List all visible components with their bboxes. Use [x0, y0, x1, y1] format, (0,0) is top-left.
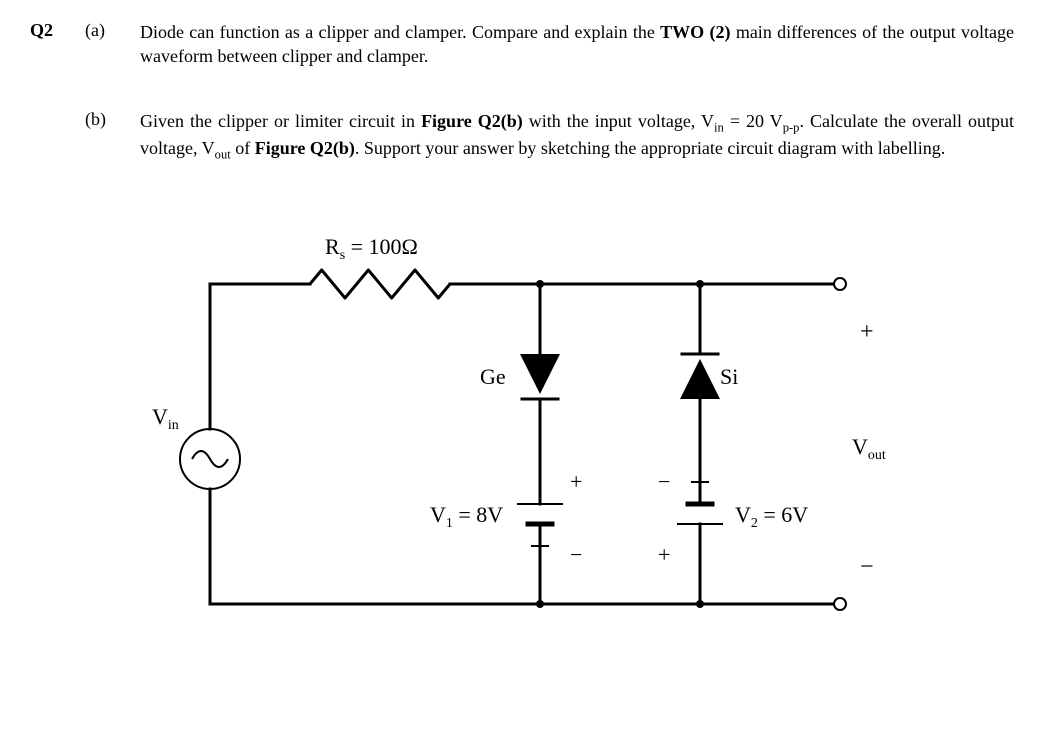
b-sub2: p-p: [783, 120, 800, 134]
svg-text:Rs = 100Ω: Rs = 100Ω: [325, 234, 418, 263]
question-number: Q2: [30, 20, 85, 41]
svg-text:Vout: Vout: [852, 434, 886, 463]
part-label-a: (a): [85, 20, 140, 41]
svg-text:Ge: Ge: [480, 364, 506, 389]
svg-text:+: +: [860, 319, 874, 345]
b-fig1: Figure Q2(b): [421, 111, 523, 131]
b-t3: = 20 V: [724, 111, 783, 131]
svg-text:+: +: [570, 469, 582, 494]
question-row-a: Q2 (a) Diode can function as a clipper a…: [30, 20, 1014, 69]
svg-text:−: −: [570, 542, 582, 567]
svg-text:V2 = 6V: V2 = 6V: [735, 502, 808, 531]
b-t6: . Support your answer by sketching the a…: [355, 138, 945, 158]
svg-text:−: −: [860, 554, 874, 580]
question-row-b: (b) Given the clipper or limiter circuit…: [30, 109, 1014, 164]
a-text-before: Diode can function as a clipper and clam…: [140, 22, 660, 42]
b-fig2: Figure Q2(b): [255, 138, 355, 158]
b-t5: of: [231, 138, 255, 158]
b-sub1: in: [714, 120, 724, 134]
svg-text:V1 = 8V: V1 = 8V: [430, 502, 503, 531]
svg-text:Si: Si: [720, 364, 738, 389]
a-bold: TWO (2): [660, 22, 730, 42]
svg-text:+: +: [658, 542, 670, 567]
b-t2: with the input voltage, V: [523, 111, 714, 131]
part-a-text: Diode can function as a clipper and clam…: [140, 20, 1014, 69]
circuit-diagram: Vin Rs = 100Ω Ge V1 = 8V + − Si V2 = 6V − + + − Vout: [140, 204, 1014, 639]
part-b-text: Given the clipper or limiter circuit in …: [140, 109, 1014, 164]
part-label-b: (b): [85, 109, 140, 130]
circuit-svg: Vin Rs = 100Ω Ge V1 = 8V + − Si V2 = 6V − + + − Vout: [140, 204, 890, 634]
b-t1: Given the clipper or limiter circuit in: [140, 111, 421, 131]
svg-text:−: −: [658, 469, 670, 494]
svg-text:Vin: Vin: [152, 404, 179, 433]
b-sub3: out: [215, 148, 231, 162]
